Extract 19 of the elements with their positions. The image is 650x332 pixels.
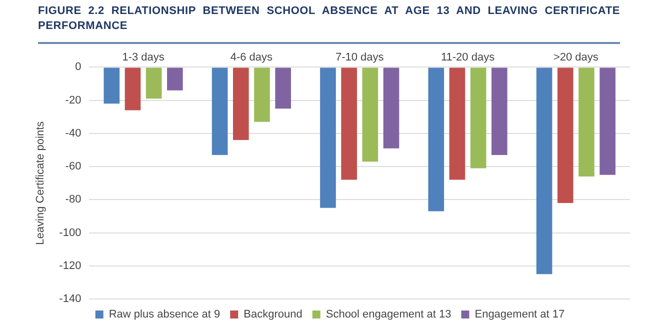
y-tick-label: -60 xyxy=(65,160,82,173)
legend-label: Engagement at 17 xyxy=(474,308,565,321)
x-tick-label: 7-10 days xyxy=(335,52,384,64)
x-tick-label: 1-3 days xyxy=(122,52,165,64)
y-tick-label: -80 xyxy=(65,194,82,206)
x-tick-label: >20 days xyxy=(553,52,599,64)
x-tick-label: 11-20 days xyxy=(440,52,496,64)
legend-label: Raw plus absence at 9 xyxy=(108,308,220,321)
y-tick-label: -120 xyxy=(59,260,82,272)
y-tick-label: 0 xyxy=(75,61,82,74)
y-tick-label: -140 xyxy=(59,293,82,306)
legend-label: School engagement at 13 xyxy=(326,308,452,321)
chart-title: FIGURE 2.2 RELATIONSHIP BETWEEN SCHOOL ABSENCE AT AGE 13 AND LEAVING CERTIFICATE PERFORMANCE xyxy=(38,4,620,44)
y-tick-label: -100 xyxy=(59,226,82,239)
y-axis-title: Leaving Certificate points xyxy=(34,120,47,245)
y-tick-label: -40 xyxy=(65,127,82,140)
legend-label: Background xyxy=(244,308,302,321)
x-tick-label: 4-6 days xyxy=(230,52,274,64)
y-tick-label: -20 xyxy=(65,94,82,106)
